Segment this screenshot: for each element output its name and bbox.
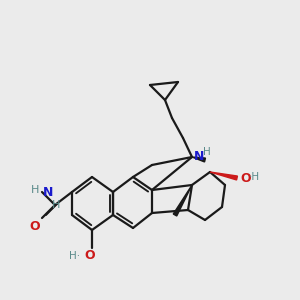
- Text: H: H: [203, 147, 211, 157]
- Text: H·: H·: [69, 251, 80, 261]
- Text: N: N: [194, 151, 204, 164]
- Polygon shape: [173, 185, 192, 216]
- Polygon shape: [210, 172, 237, 180]
- Text: H: H: [31, 185, 39, 195]
- Text: O: O: [240, 172, 250, 184]
- Text: O: O: [29, 220, 40, 233]
- Text: H: H: [52, 200, 60, 210]
- Polygon shape: [192, 157, 206, 162]
- Text: N: N: [43, 185, 53, 199]
- Text: O: O: [85, 249, 95, 262]
- Text: ·H: ·H: [249, 172, 260, 182]
